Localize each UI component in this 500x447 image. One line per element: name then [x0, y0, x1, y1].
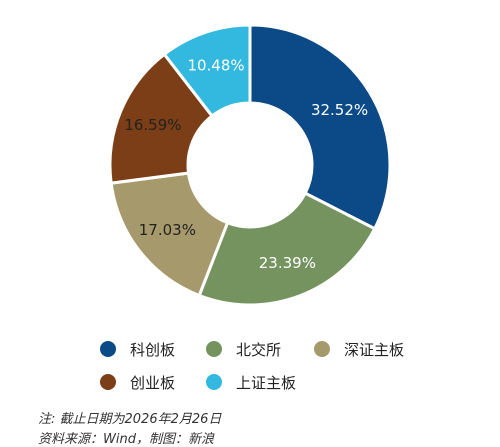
legend-item-shenzhengzhuban: 深证主板 [314, 338, 404, 360]
slice-beijiaosuo [197, 191, 377, 307]
legend-label-shenzhengzhuban: 深证主板 [344, 340, 405, 359]
legend-item-shangzhengzhuban: 上证主板 [206, 371, 296, 393]
slice-chuangyeban [108, 52, 215, 185]
legend-item-beijiaosuo: 北交所 [206, 338, 281, 360]
slice-label-shangzhengzhuban: 10.48% [187, 57, 244, 75]
slice-shangzhengzhuban [162, 23, 252, 119]
slice-label-chuangyeban: 16.59% [124, 116, 181, 134]
legend: 科创板 北交所 深证主板 创业板 上证主板 [0, 330, 500, 400]
footnote-source: 资料来源：Wind，制图：新浪 [38, 432, 214, 447]
donut-labels: 32.52% 23.39% 17.03% 16.59% 10.48% [124, 57, 368, 272]
legend-swatch-beijiaosuo [206, 341, 222, 357]
legend-label-kechuangban: 科创板 [130, 340, 176, 359]
legend-label-beijiaosuo: 北交所 [236, 340, 282, 359]
legend-item-kechuangban: 科创板 [100, 338, 175, 360]
footnote-date: 注: 截止日期为2026年2月26日 [38, 412, 222, 427]
slice-shenzhengzhuban [109, 171, 230, 298]
legend-label-shangzhengzhuban: 上证主板 [236, 373, 297, 392]
slice-label-beijiaosuo: 23.39% [259, 254, 316, 272]
donut-chart: 32.52% 23.39% 17.03% 16.59% 10.48% [108, 23, 392, 307]
legend-label-chuangyeban: 创业板 [130, 373, 176, 392]
slice-label-kechuangban: 32.52% [311, 101, 368, 119]
donut-slices [108, 23, 392, 307]
legend-swatch-shangzhengzhuban [206, 374, 222, 390]
slice-kechuangban [248, 23, 392, 231]
legend-swatch-shenzhengzhuban [314, 341, 330, 357]
legend-item-chuangyeban: 创业板 [100, 371, 175, 393]
slice-label-shenzhengzhuban: 17.03% [139, 221, 196, 239]
legend-swatch-kechuangban [100, 341, 116, 357]
legend-swatch-chuangyeban [100, 374, 116, 390]
